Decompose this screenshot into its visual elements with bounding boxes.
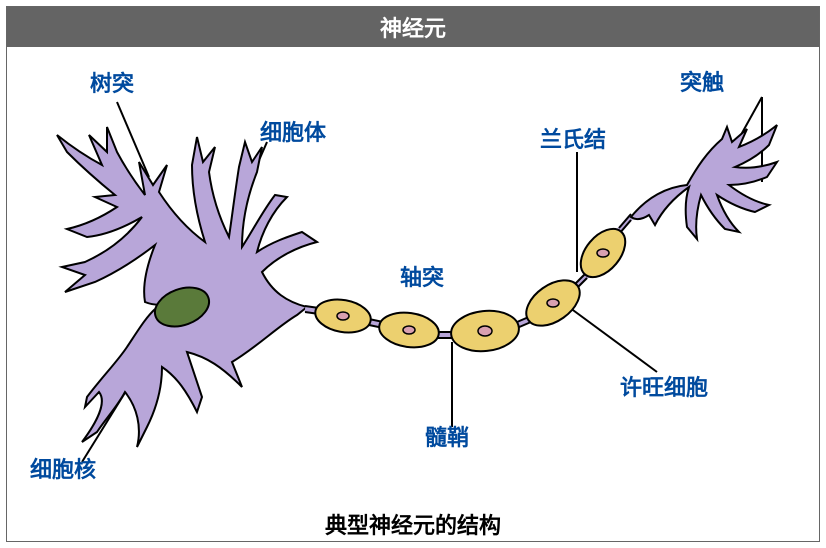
label-ranvier: 兰氏结 <box>540 122 606 154</box>
label-axon: 轴突 <box>400 260 444 292</box>
label-dendrite: 树突 <box>90 66 134 98</box>
label-sheath: 髓鞘 <box>425 420 469 452</box>
synapse-shape <box>631 125 777 239</box>
header-bar: 神经元 <box>7 7 819 47</box>
soma-group <box>57 127 317 447</box>
header-title: 神经元 <box>380 11 446 43</box>
caption: 典型神经元的结构 <box>0 508 826 540</box>
label-synapse: 突触 <box>680 65 724 97</box>
label-schwann: 许旺细胞 <box>620 370 708 402</box>
label-soma: 细胞体 <box>260 115 326 147</box>
label-nucleus: 细胞核 <box>30 452 96 484</box>
myelin-group <box>313 221 634 355</box>
frame: 神经元 <box>0 0 826 548</box>
synapse-group <box>631 125 777 239</box>
line-schwann <box>562 302 657 372</box>
